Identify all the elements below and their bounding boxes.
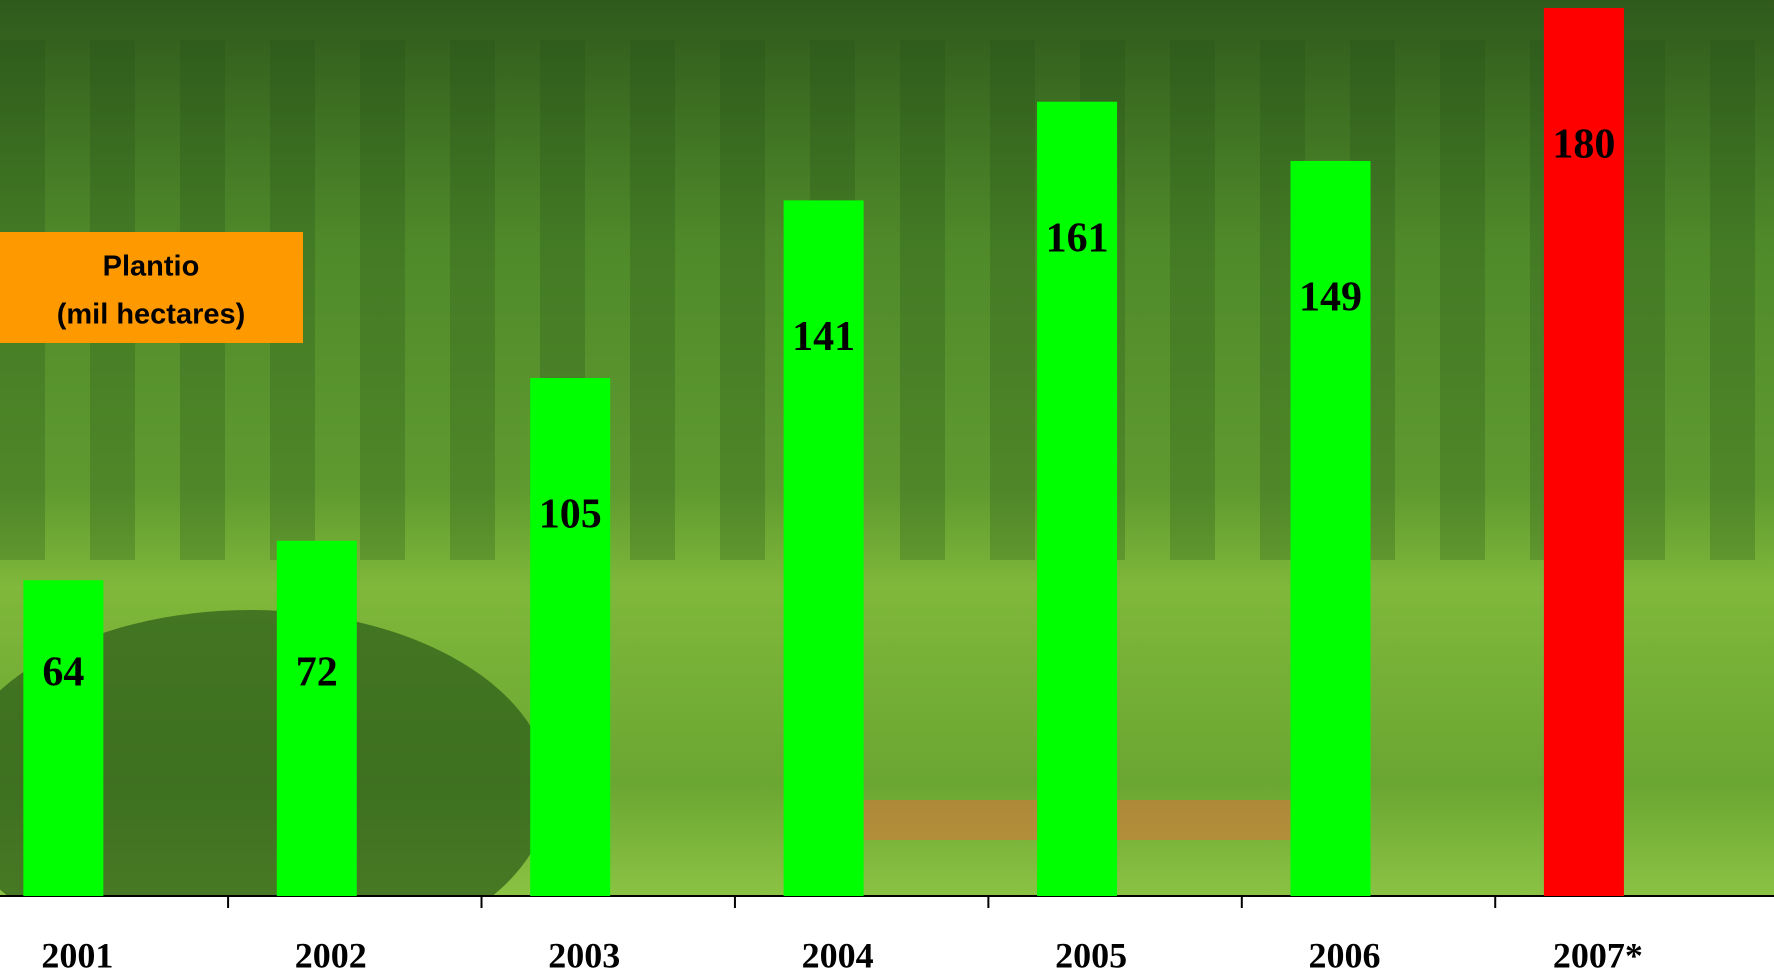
title-box <box>0 232 303 343</box>
title-line: Plantio <box>103 251 200 283</box>
value-label: 64 <box>42 650 84 696</box>
bar <box>276 540 357 896</box>
value-label: 72 <box>296 650 338 696</box>
x-tick-label: 2007* <box>1553 935 1643 975</box>
bar <box>1037 101 1118 896</box>
bar <box>783 200 864 896</box>
bar <box>23 580 104 896</box>
value-label: 161 <box>1046 215 1109 261</box>
title-line: (mil hectares) <box>57 299 246 331</box>
x-tick-label: 2004 <box>802 935 874 975</box>
value-label: 149 <box>1299 275 1362 321</box>
bar <box>1290 160 1371 896</box>
x-tick-label: 2005 <box>1055 935 1127 975</box>
bar <box>1543 8 1624 896</box>
value-label: 180 <box>1552 122 1615 168</box>
x-tick-label: 2002 <box>295 935 367 975</box>
x-tick-label: 2006 <box>1309 935 1381 975</box>
value-label: 105 <box>539 492 602 538</box>
value-label: 141 <box>792 314 855 360</box>
x-tick-label: 2001 <box>41 935 113 975</box>
bar <box>530 378 611 896</box>
background-bush <box>0 610 550 970</box>
axis-band <box>0 896 1774 979</box>
x-tick-label: 2003 <box>548 935 620 975</box>
